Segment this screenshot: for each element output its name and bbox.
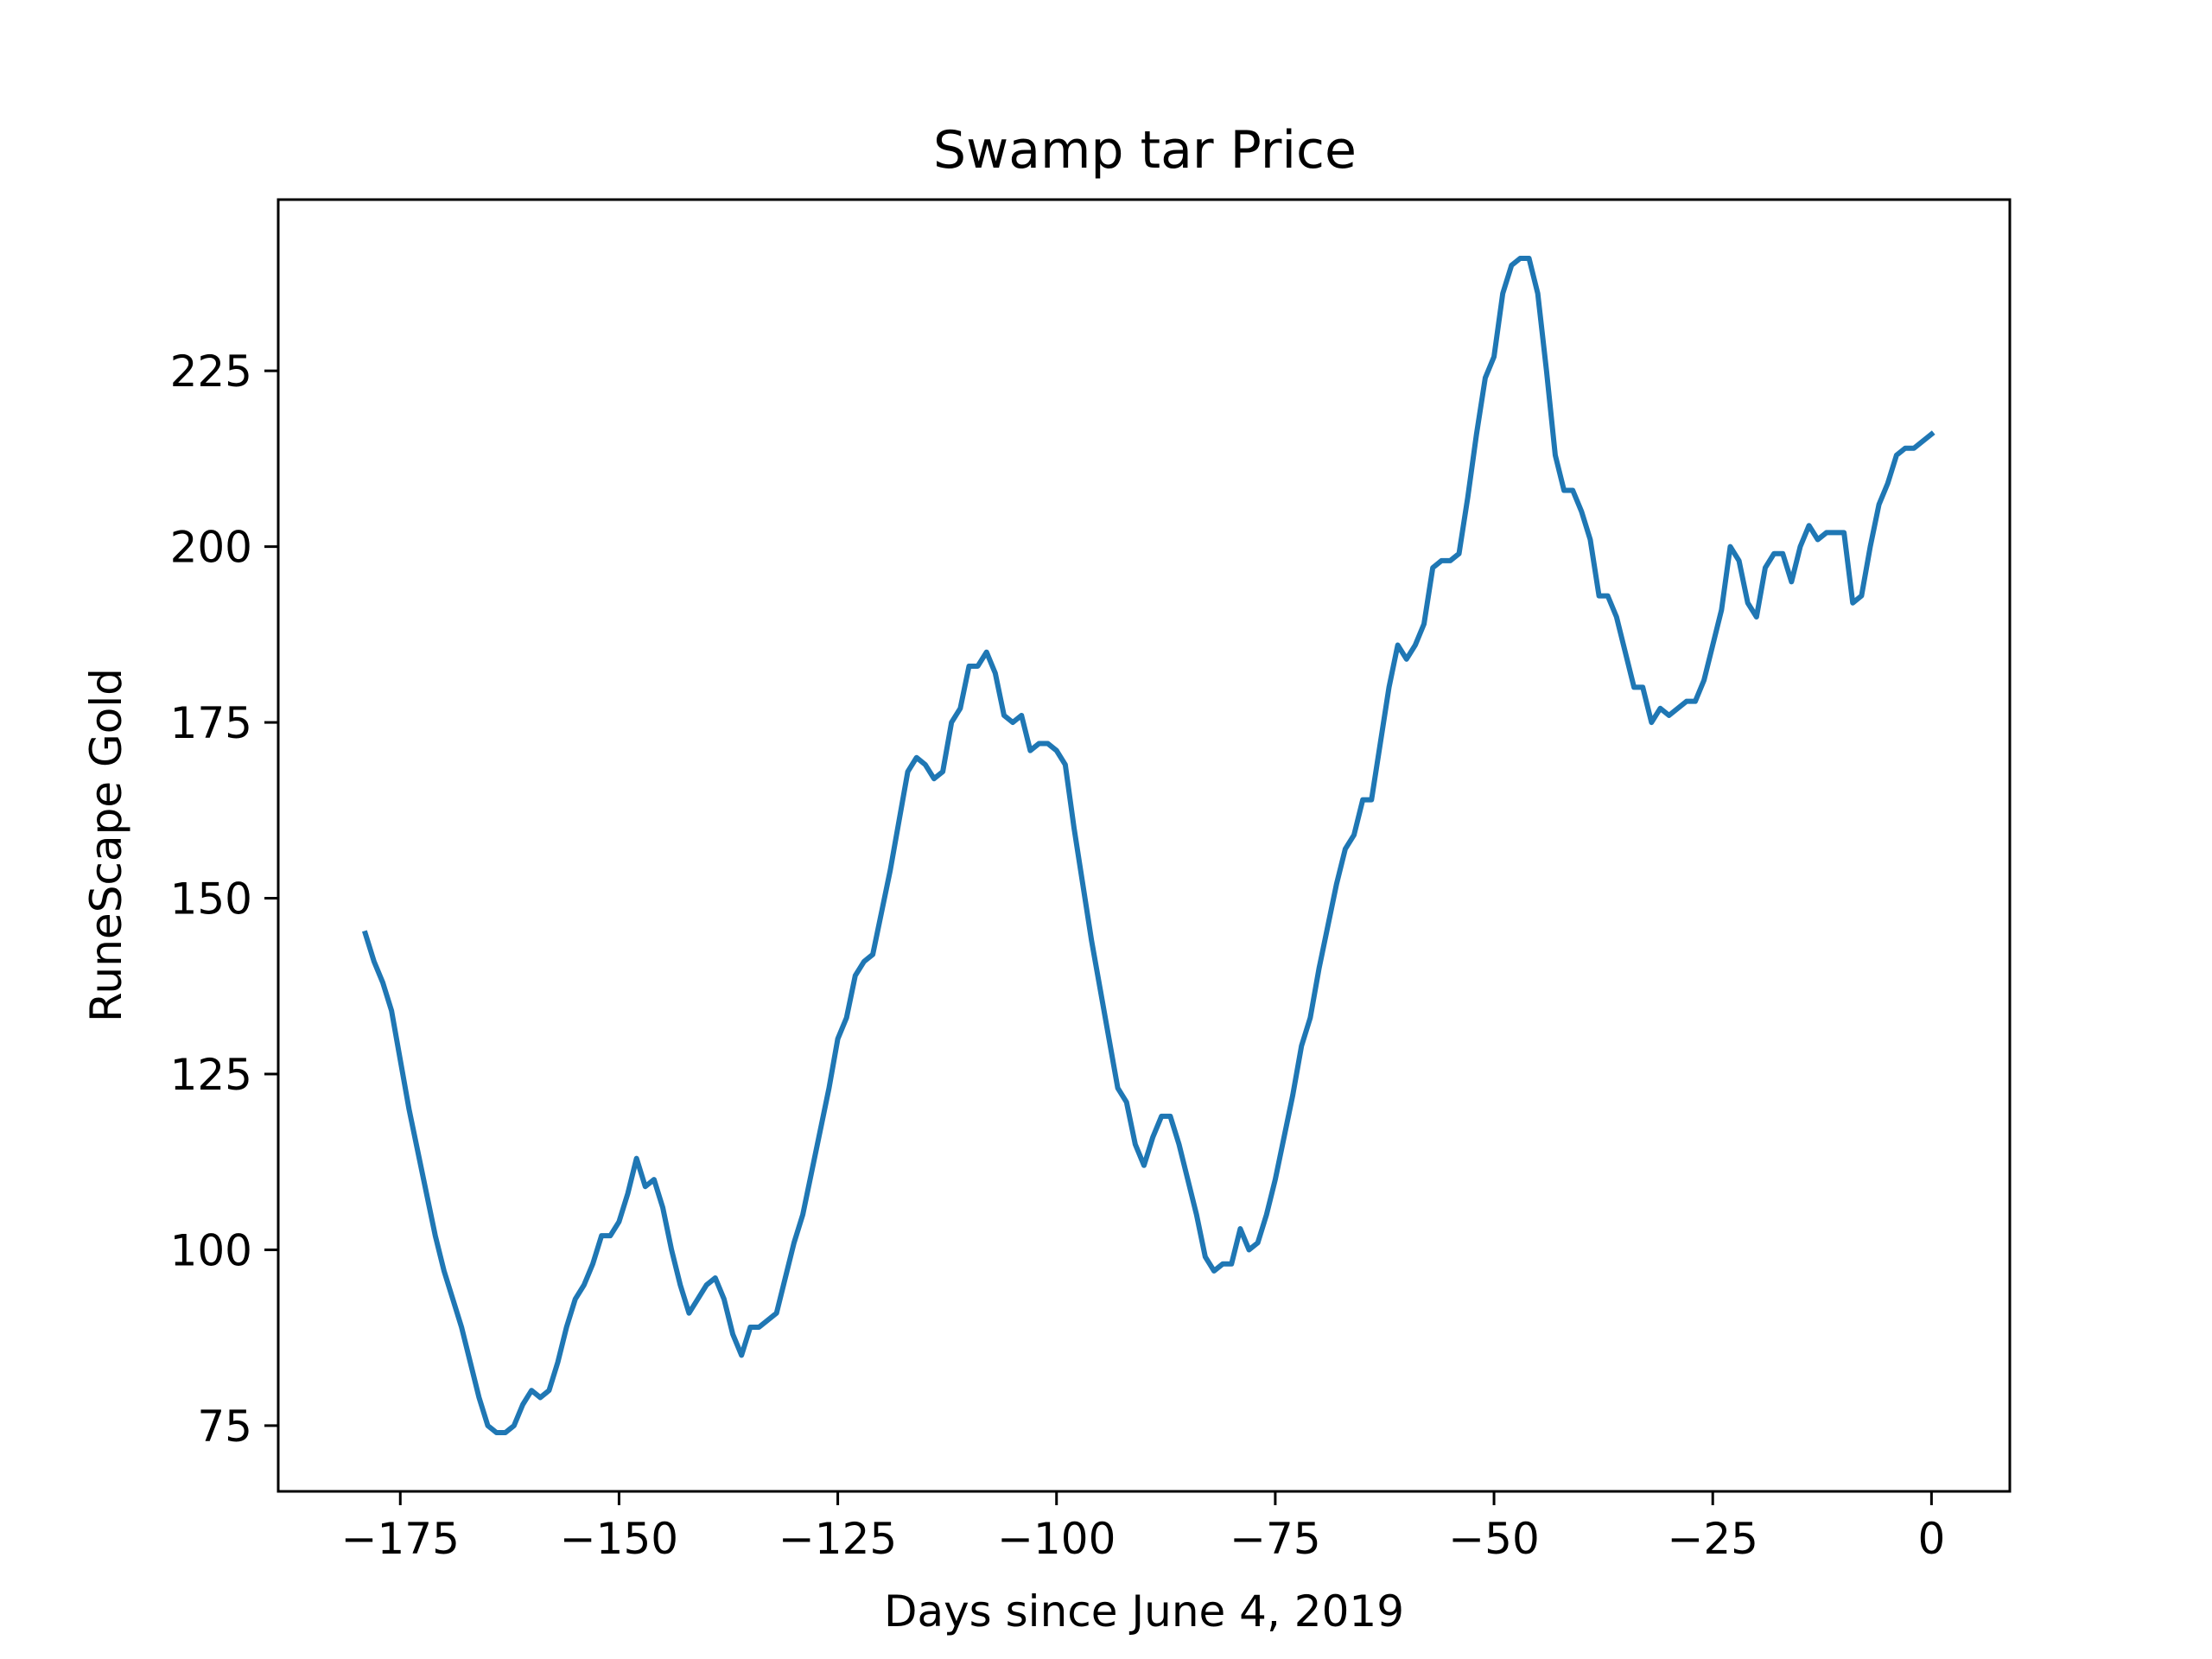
x-tick-label: −50 — [1448, 1514, 1540, 1564]
series-line-0 — [362, 255, 1936, 1436]
x-tick-label: −100 — [997, 1514, 1116, 1564]
axes-frame — [276, 198, 2012, 1493]
y-tick-label: 100 — [170, 1225, 252, 1275]
y-axis-label: RuneScape Gold — [81, 668, 131, 1022]
x-tick-label: 0 — [1917, 1514, 1945, 1564]
y-tick-label: 200 — [170, 523, 252, 573]
y-axis: 75 100 125 150 175 200 225 — [170, 346, 278, 1452]
x-tick-label: −175 — [341, 1514, 460, 1564]
y-tick-label: 150 — [170, 874, 252, 925]
x-tick-label: −25 — [1667, 1514, 1758, 1564]
x-tick-label: −150 — [560, 1514, 678, 1564]
y-tick-label: 225 — [170, 346, 252, 397]
x-axis: −175 −150 −125 −100 −75 −50 −25 0 — [341, 1491, 1945, 1564]
x-axis-label: Days since June 4, 2019 — [884, 1586, 1404, 1637]
y-tick-label: 125 — [170, 1050, 252, 1100]
chart-title: Swamp tar Price — [933, 120, 1357, 181]
plot-area — [362, 255, 1936, 1436]
y-tick-label: 75 — [197, 1402, 252, 1452]
x-tick-label: −75 — [1230, 1514, 1321, 1564]
y-tick-label: 175 — [170, 698, 252, 748]
x-tick-label: −125 — [779, 1514, 897, 1564]
